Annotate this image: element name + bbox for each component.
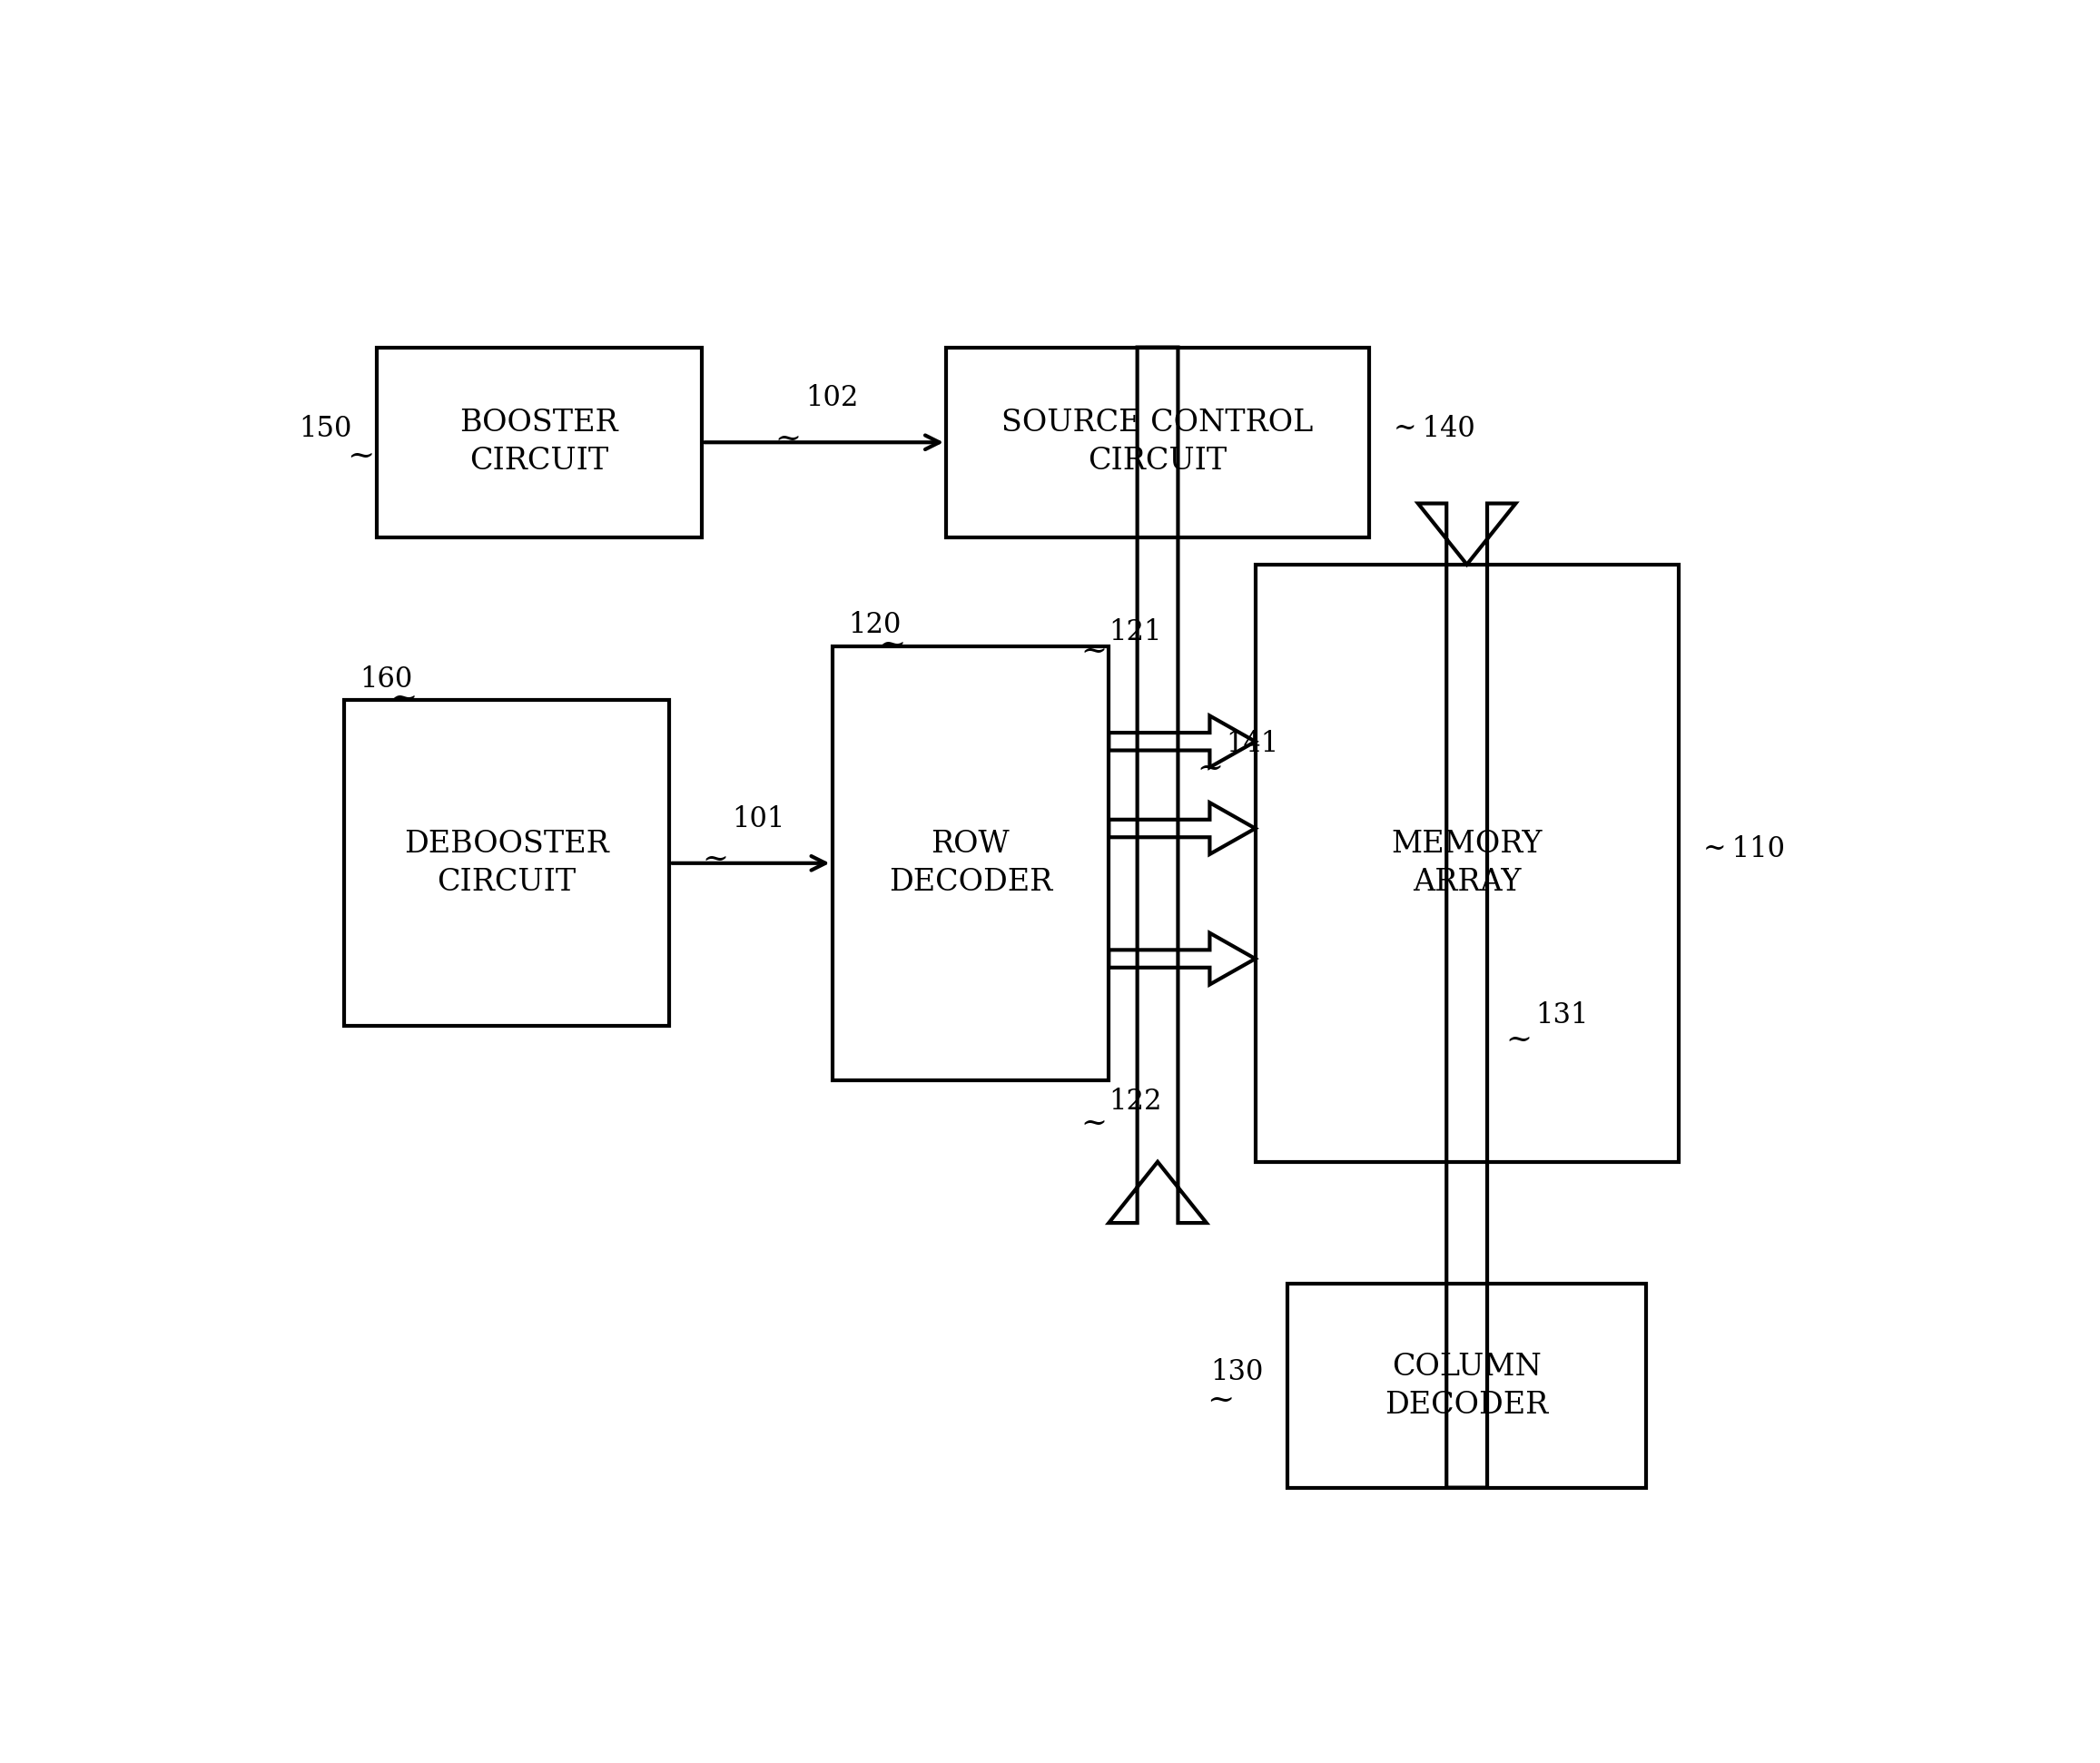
- Bar: [1256, 564, 1678, 1162]
- Text: ~: ~: [1506, 1024, 1533, 1054]
- Text: 101: 101: [733, 806, 785, 834]
- Bar: [945, 347, 1369, 538]
- Bar: [1287, 1283, 1646, 1488]
- Text: ~: ~: [878, 629, 905, 659]
- Text: ~: ~: [388, 682, 418, 714]
- Text: 102: 102: [806, 384, 859, 413]
- Text: 122: 122: [1109, 1088, 1161, 1116]
- Text: 120: 120: [848, 612, 901, 640]
- Text: ~: ~: [1208, 1384, 1235, 1416]
- Text: 150: 150: [298, 414, 353, 443]
- Bar: [376, 347, 701, 538]
- Text: ~: ~: [1082, 635, 1107, 666]
- Bar: [832, 645, 1109, 1081]
- Text: COLUMN
DECODER: COLUMN DECODER: [1386, 1352, 1548, 1419]
- Text: SOURCE CONTROL
CIRCUIT: SOURCE CONTROL CIRCUIT: [1002, 409, 1312, 476]
- Text: ROW
DECODER: ROW DECODER: [888, 830, 1052, 897]
- Text: ~: ~: [701, 844, 729, 874]
- Text: 130: 130: [1210, 1358, 1264, 1386]
- Text: ~: ~: [1197, 753, 1222, 783]
- Text: ~ 140: ~ 140: [1394, 414, 1474, 443]
- Text: ~ 110: ~ 110: [1703, 836, 1785, 864]
- Text: ~: ~: [1082, 1107, 1107, 1139]
- Bar: [344, 700, 670, 1026]
- Text: 131: 131: [1535, 1001, 1588, 1030]
- Text: 121: 121: [1109, 617, 1161, 645]
- Text: BOOSTER
CIRCUIT: BOOSTER CIRCUIT: [460, 409, 617, 476]
- Text: ~: ~: [775, 423, 802, 453]
- Text: 141: 141: [1226, 730, 1279, 758]
- Text: ~: ~: [347, 441, 374, 471]
- Text: DEBOOSTER
CIRCUIT: DEBOOSTER CIRCUIT: [403, 830, 609, 897]
- Text: 160: 160: [361, 665, 414, 693]
- Text: MEMORY
ARRAY: MEMORY ARRAY: [1392, 830, 1541, 897]
